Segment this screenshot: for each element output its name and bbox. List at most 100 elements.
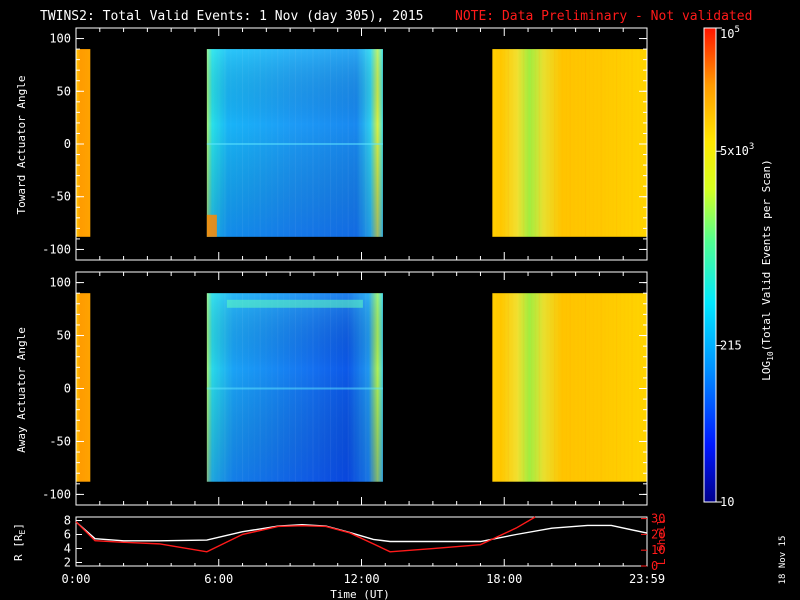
away-heatmap-stripe [643, 293, 645, 482]
time-x-tick-label: 6:00 [204, 572, 233, 586]
away-heatmap-stripe [80, 293, 82, 482]
away-heatmap-stripe [89, 293, 91, 482]
away-heatmap-stripe [561, 293, 563, 482]
away-y-tick-label: 0 [64, 382, 71, 396]
away-heatmap-stripe [330, 293, 332, 482]
toward-y-tick-label: 50 [57, 84, 71, 98]
toward-heatmap-stripe [230, 49, 231, 237]
away-heatmap-stripe [342, 293, 343, 482]
toward-heatmap-stripe [88, 49, 90, 237]
toward-heatmap-stripe [266, 49, 267, 237]
away-heatmap-stripe [81, 293, 83, 482]
toward-heatmap-stripe [84, 49, 86, 237]
toward-y-tick-label: -100 [42, 242, 71, 256]
away-heatmap-stripe [496, 293, 498, 482]
away-heatmap-shade-1 [206, 293, 383, 482]
away-heatmap-stripe [85, 293, 87, 482]
toward-heatmap-stripe [558, 49, 560, 237]
toward-heatmap-stripe [330, 49, 332, 237]
toward-heatmap-stripe [496, 49, 498, 237]
colorbar: 105 5x103 215 10 [703, 25, 754, 509]
toward-heatmap-stripe [289, 49, 290, 237]
l-shell-y-tick-label: 0 [651, 559, 658, 573]
away-heatmap-stripe [619, 293, 621, 482]
toward-heatmap-stripe [336, 49, 337, 237]
toward-heatmap-stripe [213, 49, 214, 237]
away-heatmap-stripe [213, 293, 214, 482]
away-heatmap-stripe [219, 293, 220, 482]
toward-heatmap-stripe [371, 49, 372, 237]
toward-heatmap-stripe [569, 49, 571, 237]
away-heatmap-stripe [612, 293, 614, 482]
toward-heatmap-stripe [77, 49, 79, 237]
toward-heatmap-stripe [81, 49, 83, 237]
toward-heatmap-stripe [80, 49, 82, 237]
away-heatmap-stripe [259, 293, 261, 482]
away-heatmap-stripe [635, 293, 637, 482]
toward-heatmap-stripe [589, 49, 591, 237]
toward-heatmap-stripe [585, 49, 587, 237]
away-heatmap-stripe [627, 293, 629, 482]
away-heatmap-stripe [230, 293, 231, 482]
away-heatmap-stripe [307, 293, 308, 482]
l-shell-series-line [75, 516, 536, 553]
toward-heatmap-stripe [294, 49, 296, 237]
away-heatmap-stripe [589, 293, 591, 482]
away-heatmap-stripe [294, 293, 296, 482]
away-heatmap-stripe [523, 293, 525, 482]
away-heatmap-stripe [519, 293, 521, 482]
toward-heatmap-stripe [635, 49, 637, 237]
away-heatmap-stripe [77, 293, 79, 482]
toward-heatmap-stripe [354, 49, 355, 237]
away-heatmap-stripe [266, 293, 267, 482]
toward-heatmap-stripe [79, 49, 81, 237]
away-zero-line [206, 387, 383, 390]
away-heatmap-stripe [604, 293, 606, 482]
away-heatmap-stripe [89, 293, 91, 482]
away-heatmap-panel: 100 50 0 -50 -100 [42, 271, 648, 506]
toward-heatmap-stripe [511, 49, 513, 237]
toward-heatmap-stripe [631, 49, 633, 237]
toward-heatmap-stripe [236, 49, 237, 237]
date-stamp: 18 Nov 15 [778, 536, 788, 585]
toward-heatmap-stripe [77, 49, 79, 237]
away-heatmap-stripe [600, 293, 602, 482]
away-heatmap-stripe [507, 293, 509, 482]
away-heatmap-stripe [236, 293, 237, 482]
toward-heatmap-stripe [78, 49, 80, 237]
colorbar-label: LOG10(Total Valid Events per Scan) [760, 159, 775, 381]
toward-heatmap-stripe [85, 49, 87, 237]
toward-heatmap-stripe [248, 49, 249, 237]
toward-heatmap-stripe [88, 49, 90, 237]
toward-heatmap-stripe [79, 49, 81, 237]
toward-heatmap-stripe [554, 49, 556, 237]
toward-heatmap-stripe [534, 49, 536, 237]
toward-heatmap-panel: 100 50 0 -50 -100 [42, 27, 648, 261]
away-heatmap-stripe [569, 293, 571, 482]
toward-heatmap-stripe [577, 49, 579, 237]
toward-heatmap-stripe [89, 49, 91, 237]
away-y-tick-label: 50 [57, 329, 71, 343]
toward-heatmap-stripe [254, 49, 255, 237]
toward-heatmap-stripe [87, 49, 89, 237]
toward-heatmap-stripe [561, 49, 563, 237]
away-heatmap-stripe [546, 293, 548, 482]
time-axis-label: Time (UT) [330, 588, 390, 600]
away-heatmap-stripe [84, 293, 86, 482]
l-shell-y-tick-label: 30 [651, 512, 665, 526]
toward-heatmap-stripe [301, 49, 302, 237]
away-heatmap-stripe [577, 293, 579, 482]
away-heatmap-stripe [359, 293, 360, 482]
toward-heatmap-stripe [79, 49, 81, 237]
toward-heatmap-stripe [76, 49, 78, 237]
away-heatmap-stripe [83, 293, 85, 482]
away-heatmap-stripe [79, 293, 81, 482]
toward-y-tick-label: 0 [64, 137, 71, 151]
away-heatmap-stripe [639, 293, 641, 482]
away-heatmap-stripe [511, 293, 513, 482]
away-heatmap-stripe [289, 293, 290, 482]
time-x-tick-label: 23:59 [629, 572, 665, 586]
away-heatmap-stripe [78, 293, 80, 482]
away-heatmap-stripe [573, 293, 575, 482]
away-y-tick-label: -50 [49, 434, 71, 448]
